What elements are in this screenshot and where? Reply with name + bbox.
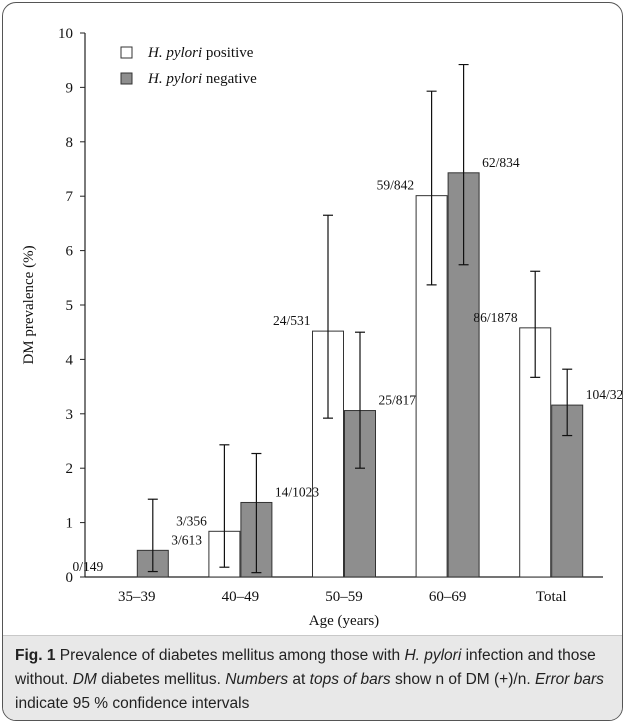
caption-text: indicate 95 % confidence intervals — [15, 695, 250, 712]
data-label: 3/356 — [176, 513, 207, 528]
y-tick-label: 2 — [66, 461, 74, 477]
data-label: 24/531 — [273, 313, 311, 328]
legend-swatch-negative — [120, 72, 133, 85]
figure-caption: Fig. 1 Prevalence of diabetes mellitus a… — [15, 644, 613, 716]
x-tick-label: Total — [536, 589, 567, 605]
figure-caption-box: Fig. 1 Prevalence of diabetes mellitus a… — [3, 635, 622, 720]
x-tick-label: 50–59 — [325, 589, 363, 605]
data-label: 59/842 — [377, 178, 415, 193]
data-label: 25/817 — [379, 393, 417, 408]
legend-label: negative — [202, 71, 257, 87]
y-tick-label: 4 — [66, 352, 74, 368]
caption-text: infection and those without. — [15, 647, 596, 688]
data-label: 104/3287 — [586, 387, 622, 402]
y-tick-label: 8 — [66, 135, 74, 151]
legend-label: positive — [202, 45, 254, 61]
data-label: 14/1023 — [275, 484, 320, 499]
y-tick-label: 7 — [66, 189, 74, 205]
legend-swatch-positive — [120, 46, 133, 59]
y-tick-label: 10 — [58, 26, 73, 42]
y-tick-label: 5 — [66, 298, 74, 314]
y-axis-title: DM prevalence (%) — [21, 245, 37, 364]
caption-italic: Numbers — [225, 671, 289, 688]
caption-text: diabetes mellitus. — [96, 671, 226, 688]
data-label: 86/1878 — [473, 310, 518, 325]
caption-fig-label: Fig. 1 — [15, 647, 56, 664]
caption-italic: tops of bars — [309, 671, 391, 688]
y-tick-label: 3 — [66, 407, 74, 423]
y-tick-label: 1 — [66, 516, 74, 532]
caption-text: show n of DM (+)/n. — [390, 671, 535, 688]
y-tick-label: 0 — [66, 570, 74, 586]
bar-chart: 0 1 2 3 4 5 6 7 8 9 10 DM prevalence (%) 35–39 40–49 5… — [21, 26, 622, 629]
legend-label: H. pylori — [147, 45, 202, 61]
caption-italic: H. pylori — [404, 647, 462, 664]
caption-text: Prevalence of diabetes mellitus among th… — [55, 647, 405, 664]
y-tick-label: 9 — [66, 80, 74, 96]
data-label: 3/613 — [171, 532, 202, 547]
y-tick-label: 6 — [66, 244, 74, 260]
caption-italic: DM — [72, 671, 97, 688]
caption-italic: Error bars — [534, 671, 604, 688]
data-label: 62/834 — [482, 155, 520, 170]
x-tick-label: 60–69 — [429, 589, 467, 605]
x-axis-title: Age (years) — [309, 613, 379, 629]
caption-text: at — [288, 671, 310, 688]
x-tick-label: 35–39 — [118, 589, 156, 605]
legend-label: H. pylori — [147, 71, 202, 87]
data-label: 0/149 — [73, 559, 104, 574]
x-tick-label: 40–49 — [222, 589, 260, 605]
